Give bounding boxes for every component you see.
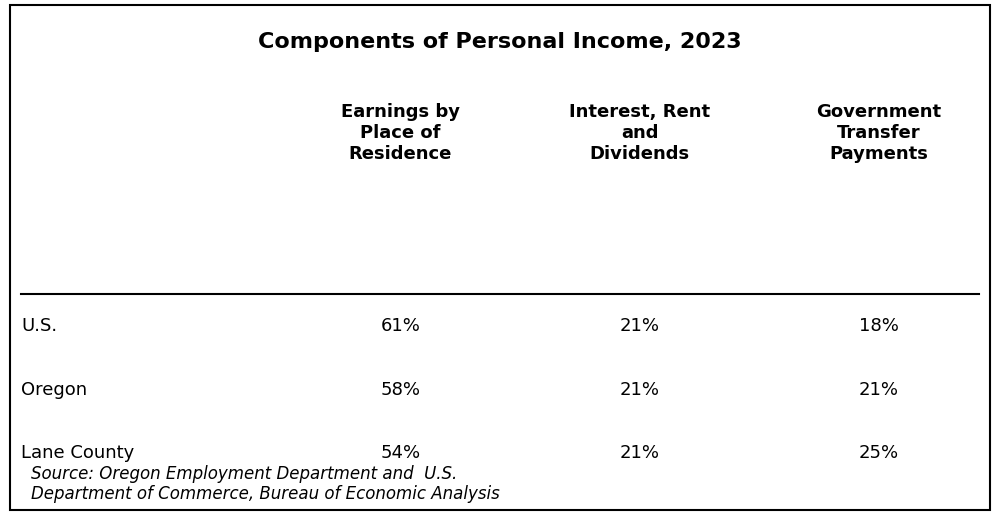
- Text: 18%: 18%: [859, 317, 899, 335]
- Text: 61%: 61%: [380, 317, 420, 335]
- Text: U.S.: U.S.: [21, 317, 57, 335]
- Text: Oregon: Oregon: [21, 381, 87, 399]
- Text: 25%: 25%: [859, 444, 899, 462]
- Text: 21%: 21%: [620, 444, 660, 462]
- Text: 58%: 58%: [380, 381, 420, 399]
- Text: 21%: 21%: [620, 381, 660, 399]
- Text: Lane County: Lane County: [21, 444, 135, 462]
- Text: Earnings by
Place of
Residence: Earnings by Place of Residence: [341, 103, 460, 163]
- Text: Government
Transfer
Payments: Government Transfer Payments: [816, 103, 942, 163]
- Text: 21%: 21%: [620, 317, 660, 335]
- Text: Source: Oregon Employment Department and  U.S.
Department of Commerce, Bureau of: Source: Oregon Employment Department and…: [31, 465, 500, 504]
- Text: 54%: 54%: [380, 444, 420, 462]
- Text: Interest, Rent
and
Dividends: Interest, Rent and Dividends: [569, 103, 710, 163]
- Text: Components of Personal Income, 2023: Components of Personal Income, 2023: [258, 32, 742, 52]
- Text: 21%: 21%: [859, 381, 899, 399]
